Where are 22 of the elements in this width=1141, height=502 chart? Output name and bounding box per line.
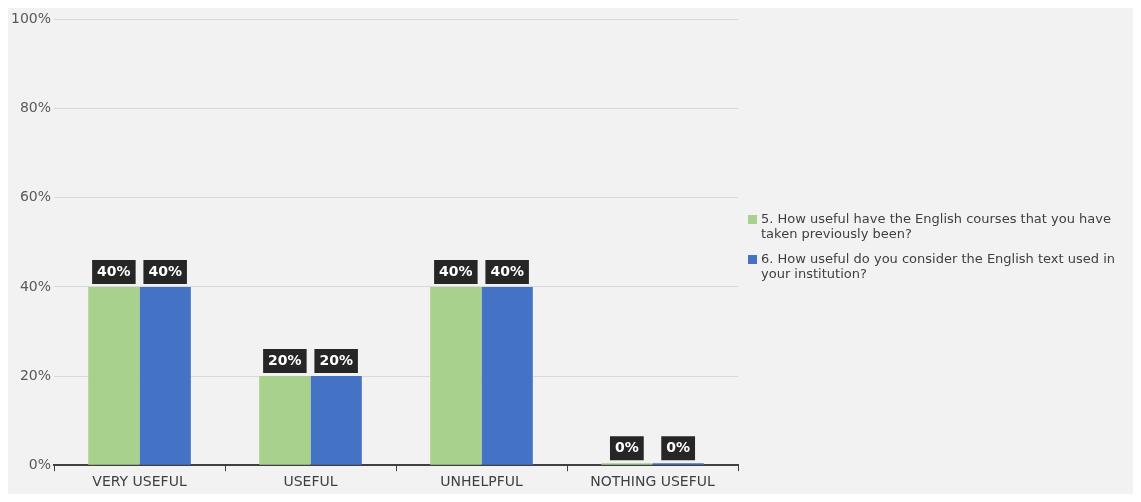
y-tick-label: 80% — [19, 99, 52, 116]
data-label: 40% — [439, 262, 473, 279]
bar — [310, 376, 362, 465]
data-label: 20% — [268, 351, 302, 368]
y-tick-label: 20% — [19, 366, 52, 383]
y-tick-label: 60% — [19, 188, 52, 205]
x-tick-label: UNHELPFUL — [440, 473, 523, 490]
y-tick-label: 0% — [28, 455, 52, 472]
legend-label: 6. How useful do you consider the English text used in your institution? — [761, 251, 1116, 281]
data-label: 20% — [319, 351, 353, 368]
data-label: 0% — [666, 438, 691, 455]
x-tick-label: NOTHING USEFUL — [590, 473, 715, 490]
data-label: 40% — [148, 262, 182, 279]
y-tick-label: 100% — [10, 10, 52, 27]
legend-label: 5. How useful have the English courses that you have taken previously been? — [761, 211, 1112, 241]
x-tick-label: VERY USEFUL — [92, 473, 187, 490]
x-tick-label: USEFUL — [283, 473, 338, 490]
data-label: 40% — [490, 262, 524, 279]
data-label: 40% — [97, 262, 131, 279]
y-tick-label: 40% — [19, 277, 52, 294]
bar — [259, 376, 311, 465]
data-label: 0% — [614, 438, 639, 455]
